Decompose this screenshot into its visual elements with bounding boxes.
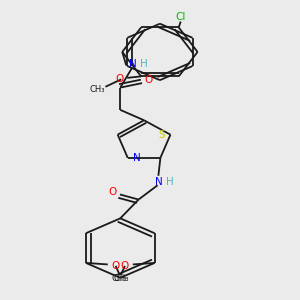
Text: O: O <box>112 261 120 271</box>
Text: CH₃: CH₃ <box>90 85 105 94</box>
Text: N: N <box>133 153 140 163</box>
Text: CH₃: CH₃ <box>111 274 127 283</box>
Text: N: N <box>154 177 162 187</box>
Text: H: H <box>167 177 174 187</box>
Text: O: O <box>109 187 117 197</box>
Text: S: S <box>158 130 165 140</box>
Text: O: O <box>144 75 152 85</box>
Text: O: O <box>121 261 129 271</box>
Text: N: N <box>130 59 137 69</box>
Text: Cl: Cl <box>176 12 186 22</box>
Text: CH₃: CH₃ <box>114 274 129 283</box>
Text: H: H <box>140 59 148 69</box>
Text: O: O <box>115 74 123 84</box>
